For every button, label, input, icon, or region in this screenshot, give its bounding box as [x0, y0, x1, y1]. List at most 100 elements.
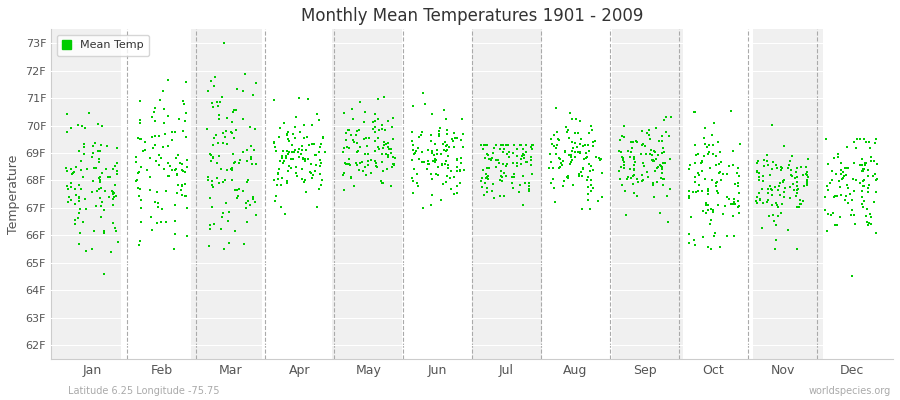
Point [492, 176, 507, 183]
Point [443, 175, 457, 182]
Point [432, 133, 446, 139]
Point [132, 116, 147, 123]
Point [268, 193, 283, 200]
Point [73, 230, 87, 236]
Point [863, 211, 878, 218]
Point [546, 132, 561, 138]
Point [656, 182, 670, 188]
Point [544, 158, 558, 165]
Point [342, 145, 356, 152]
Point [414, 128, 428, 135]
Point [280, 150, 294, 157]
Point [641, 174, 655, 180]
Point [612, 168, 626, 174]
Point [313, 162, 328, 169]
Point [765, 187, 779, 194]
Point [638, 143, 652, 149]
Point [786, 181, 800, 187]
Point [220, 141, 234, 148]
Point [312, 186, 327, 192]
Point [351, 148, 365, 154]
Point [175, 183, 189, 189]
Point [855, 188, 869, 194]
Point [500, 161, 514, 168]
Point [353, 144, 367, 150]
Point [697, 153, 711, 159]
Point [299, 188, 313, 195]
Point [555, 157, 570, 164]
Point [154, 218, 168, 225]
Point [713, 244, 727, 250]
Point [450, 156, 464, 162]
Point [554, 160, 568, 166]
Point [67, 169, 81, 175]
Point [551, 136, 565, 142]
Point [203, 78, 218, 84]
Point [566, 182, 580, 188]
Point [95, 170, 110, 176]
Point [698, 176, 713, 182]
Point [626, 173, 640, 179]
Point [785, 173, 799, 180]
Point [655, 170, 670, 176]
Point [71, 210, 86, 216]
Point [777, 143, 791, 150]
Point [509, 146, 524, 152]
Point [377, 139, 392, 145]
Point [844, 212, 859, 218]
Point [157, 120, 171, 126]
Point [72, 195, 86, 202]
Point [821, 161, 835, 168]
Point [217, 246, 231, 252]
Point [222, 239, 237, 246]
Point [518, 158, 533, 165]
Point [695, 159, 709, 166]
Point [368, 159, 382, 166]
Point [614, 164, 628, 170]
Point [497, 170, 511, 177]
Point [704, 217, 718, 223]
Point [709, 183, 724, 190]
Point [376, 167, 391, 174]
Point [836, 174, 850, 181]
Point [490, 142, 504, 148]
Point [381, 118, 395, 124]
Point [280, 148, 294, 154]
Point [232, 160, 247, 166]
Point [730, 182, 744, 189]
Point [92, 175, 106, 181]
Point [204, 178, 219, 184]
Point [353, 160, 367, 166]
Point [755, 224, 770, 231]
Point [425, 148, 439, 154]
Point [694, 158, 708, 164]
Point [377, 141, 392, 148]
Point [247, 147, 261, 153]
Point [616, 182, 630, 188]
Point [731, 204, 745, 211]
Point [765, 192, 779, 198]
Point [494, 142, 508, 148]
Point [202, 243, 216, 249]
Point [770, 165, 785, 171]
Point [228, 228, 242, 234]
Point [280, 135, 294, 142]
Point [626, 162, 641, 168]
Point [340, 127, 355, 134]
Point [636, 160, 651, 167]
Point [615, 132, 629, 139]
Point [860, 221, 875, 228]
Point [173, 160, 187, 166]
Point [274, 182, 288, 188]
Point [489, 157, 503, 164]
Point [688, 242, 703, 249]
Point [750, 169, 764, 175]
Point [496, 149, 510, 155]
Point [834, 192, 849, 198]
Point [360, 162, 374, 168]
Point [373, 126, 387, 133]
Point [841, 165, 855, 171]
Point [431, 131, 446, 137]
Point [789, 174, 804, 180]
Point [360, 142, 374, 149]
